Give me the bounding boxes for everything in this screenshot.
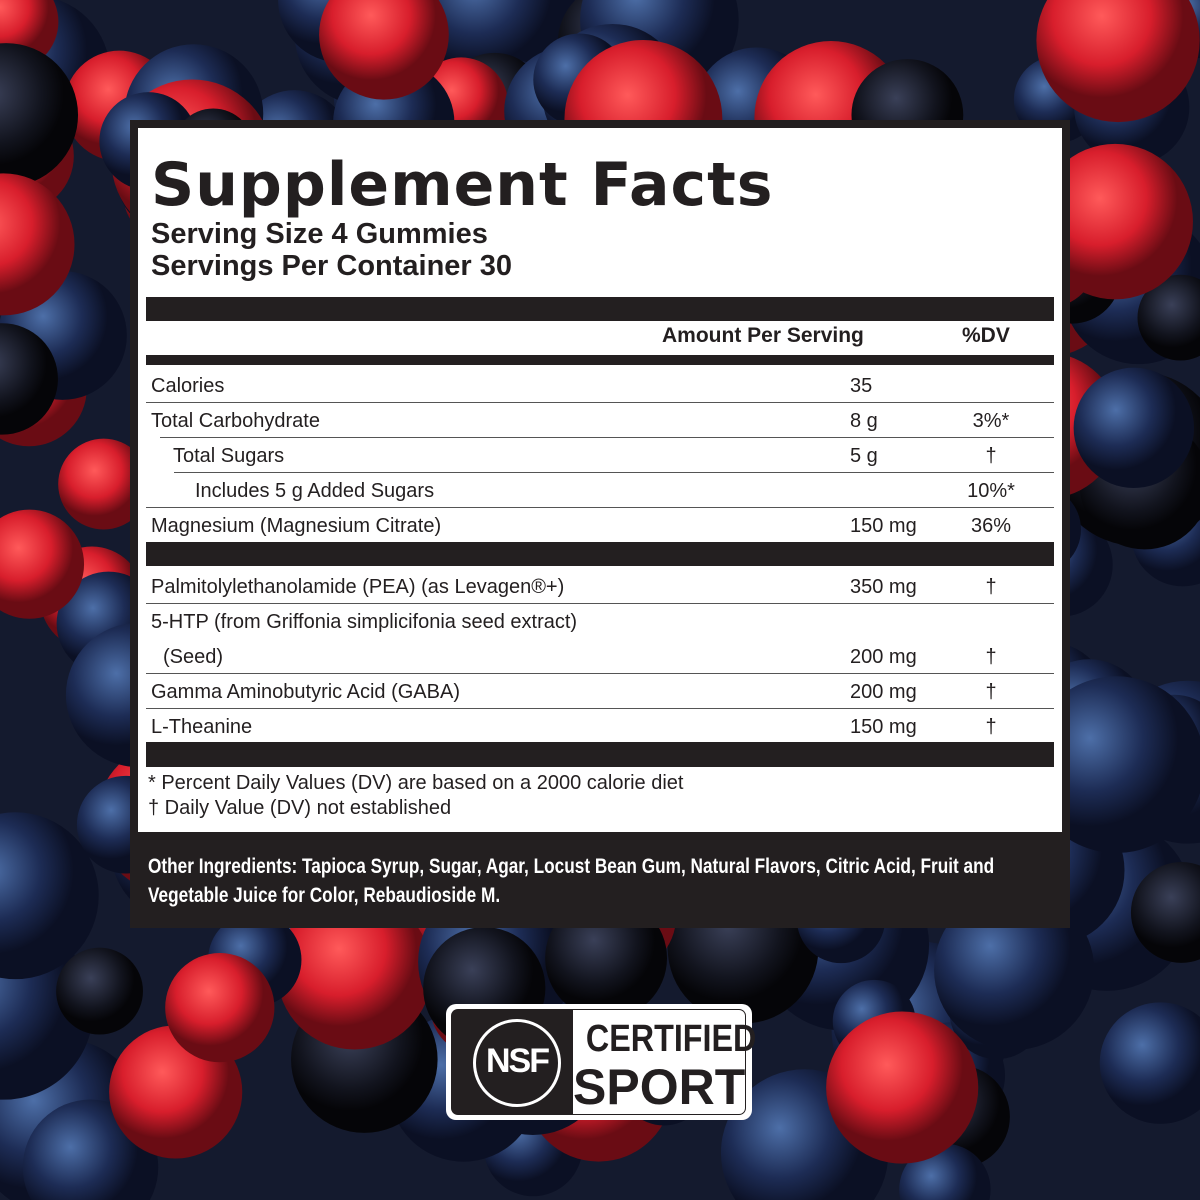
- berry: [0, 43, 79, 187]
- berry: [0, 812, 99, 980]
- divider-bar: [146, 297, 1054, 321]
- table-row: Total Carbohydrate 8 g 3%*: [146, 403, 1054, 438]
- serving-size: Serving Size 4 Gummies: [151, 218, 488, 250]
- row-dv: †: [985, 681, 997, 703]
- row-label: 5-HTP (from Griffonia simplicifonia seed…: [151, 611, 578, 633]
- berry: [56, 947, 143, 1035]
- row-label: Includes 5 g Added Sugars: [195, 480, 435, 502]
- row-divider: [146, 507, 1054, 508]
- table-row: Palmitolylethanolamide (PEA) (as Levagen…: [146, 569, 1054, 604]
- table-row: (Seed) 200 mg †: [146, 639, 1054, 674]
- table-row: Includes 5 g Added Sugars 10%*: [146, 473, 1054, 508]
- row-amount: 8 g: [850, 410, 878, 432]
- other-ingredients: Other Ingredients: Tapioca Syrup, Sugar,…: [148, 855, 995, 907]
- table-row: L-Theanine 150 mg †: [146, 709, 1054, 744]
- row-dv: †: [985, 646, 997, 668]
- row-label: Palmitolylethanolamide (PEA) (as Levagen…: [151, 576, 565, 598]
- berry: [1137, 274, 1200, 361]
- berry: [1036, 0, 1200, 123]
- row-label: Magnesium (Magnesium Citrate): [151, 515, 442, 537]
- row-divider: [146, 708, 1054, 709]
- berry: [319, 0, 449, 100]
- row-dv: †: [985, 576, 997, 598]
- row-dv: †: [985, 716, 997, 738]
- row-divider: [146, 603, 1054, 604]
- berry: [1073, 367, 1195, 489]
- supplement-facts-panel: Supplement Facts Serving Size 4 Gummies …: [130, 120, 1070, 928]
- berry: [1027, 676, 1200, 854]
- row-label: L-Theanine: [151, 716, 253, 738]
- berry: [826, 1011, 979, 1164]
- footnote-dv: * Percent Daily Values (DV) are based on…: [148, 772, 684, 794]
- divider-bar: [146, 742, 1054, 767]
- berry: [1130, 861, 1200, 963]
- row-amount: 150 mg: [850, 515, 917, 537]
- row-amount: 150 mg: [850, 716, 917, 738]
- row-dv: 36%: [970, 515, 1012, 537]
- row-label: Calories: [151, 375, 225, 397]
- row-dv: 10%*: [967, 480, 1015, 502]
- badge-certified: CERTIFIED: [585, 1018, 757, 1060]
- berry: [165, 953, 275, 1063]
- header-amount: Amount Per Serving: [662, 324, 864, 347]
- berry: [934, 889, 1095, 1051]
- badge-sport: SPORT: [573, 1059, 746, 1115]
- row-amount: 35: [850, 375, 873, 397]
- row-label: Gamma Aminobutyric Acid (GABA): [151, 681, 460, 703]
- row-divider: [160, 437, 1054, 438]
- row-amount: 200 mg: [850, 681, 917, 703]
- table-row: Gamma Aminobutyric Acid (GABA) 200 mg †: [146, 674, 1054, 709]
- berry: [0, 509, 85, 619]
- berry: [0, 323, 58, 435]
- berry: [0, 173, 75, 316]
- page-title: Supplement Facts: [151, 150, 774, 220]
- divider-bar: [146, 355, 1054, 365]
- row-label: Total Sugars: [173, 445, 285, 467]
- row-dv: †: [985, 445, 997, 467]
- row-dv: 3%*: [972, 410, 1010, 432]
- table-row: Magnesium (Magnesium Citrate) 150 mg 36%: [146, 508, 1054, 543]
- table-row: Calories 35: [146, 368, 1054, 403]
- row-amount: 5 g: [850, 445, 878, 467]
- table-row: 5-HTP (from Griffonia simplicifonia seed…: [146, 604, 1054, 639]
- nsf-certified-sport-badge: NSF CERTIFIED SPORT: [446, 1004, 757, 1120]
- row-label: Total Carbohydrate: [151, 410, 320, 432]
- footnote-dagger: † Daily Value (DV) not established: [148, 797, 452, 819]
- table-row: Total Sugars 5 g †: [146, 438, 1054, 473]
- row-divider: [146, 402, 1054, 403]
- berry: [1037, 143, 1193, 300]
- servings-per-container: Servings Per Container 30: [151, 250, 513, 282]
- row-divider: [174, 472, 1054, 473]
- row-amount: 350 mg: [850, 576, 917, 598]
- berry: [58, 438, 150, 530]
- berry: [276, 894, 433, 1050]
- row-amount: 200 mg: [850, 646, 917, 668]
- divider-bar: [146, 542, 1054, 566]
- header-dv: %DV: [962, 324, 1010, 347]
- supplement-facts-table: Supplement Facts Serving Size 4 Gummies …: [138, 128, 1062, 832]
- berry: [1099, 1002, 1200, 1124]
- row-label: (Seed): [163, 646, 224, 668]
- row-divider: [146, 673, 1054, 674]
- nsf-logo: NSF: [473, 1019, 561, 1107]
